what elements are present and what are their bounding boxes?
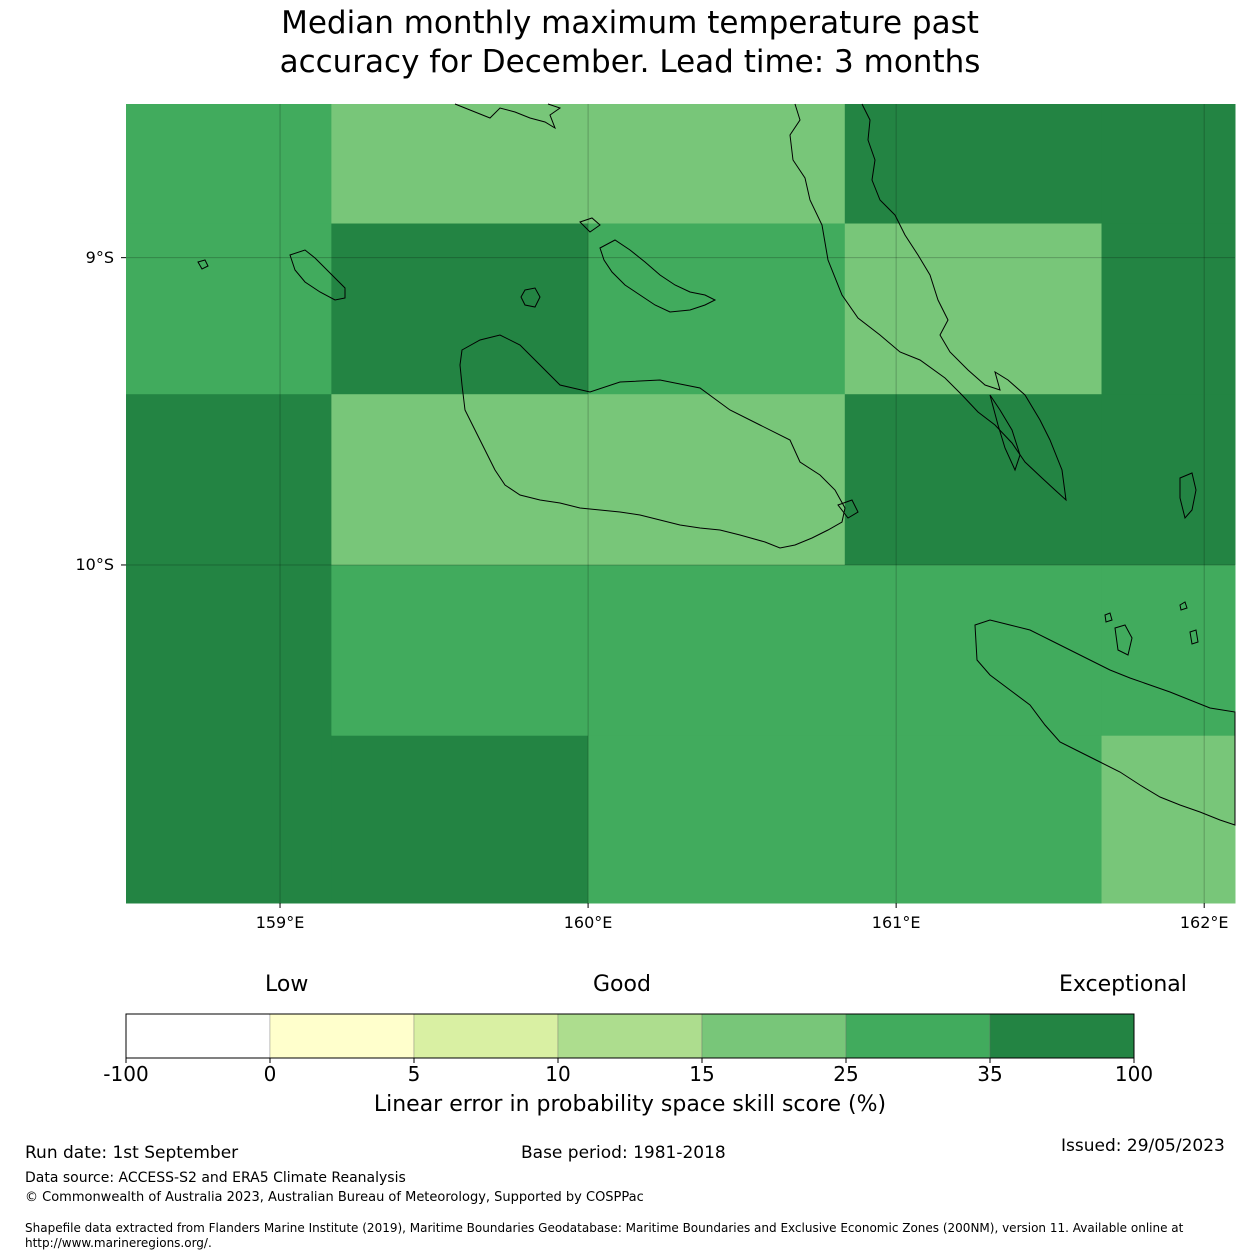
coastline-russell-islands [289,249,346,301]
grid-cell [844,223,1103,395]
category-low: Low [265,972,309,997]
grid-cell [1101,735,1236,904]
copyright: © Commonwealth of Australia 2023, Austra… [25,1190,644,1205]
colorbar-bin [701,1013,847,1059]
grid-cell [331,564,589,737]
grid-cell [331,735,589,904]
coastline-marau-islet [837,499,859,519]
grid-cell [1101,104,1236,225]
coastline-islet-se2 [1179,601,1188,611]
grid-cell [588,735,846,904]
run-date: Run date: 1st September [25,1143,239,1163]
grid-cell [1101,564,1236,737]
coastline-north-islet [579,217,601,233]
colorbar-frame [125,1013,1135,1059]
colorbar-bin [557,1013,703,1059]
colorbar-tick-label: -100 [103,1062,149,1086]
coastline-santa-isabel [789,103,1067,502]
colorbar-tick-label: 35 [977,1062,1003,1086]
grid-cell [588,104,846,225]
colorbar-label: Linear error in probability space skill … [373,1092,887,1117]
grid-cell [126,104,332,225]
grid-cell [331,104,589,225]
coastline-makira-islet [1114,624,1133,656]
coastline-makira [974,619,1236,826]
colorbar-tick-label: 15 [689,1062,715,1086]
coastline-islet-se3 [1189,629,1199,645]
category-good: Good [593,972,651,997]
title-line-2: accuracy for December. Lead time: 3 mont… [279,44,981,80]
coastline-florida-islands [599,239,717,313]
colorbar-tick-label: 25 [833,1062,859,1086]
grid-cell [844,394,1103,566]
grid-cell [1101,394,1236,566]
coastline-guadalcanal [459,334,846,549]
title-line-1: Median monthly maximum temperature past [281,5,979,41]
grid-cell [126,564,332,737]
grid-cell [588,564,846,737]
lat-tick-label: 10°S [75,554,114,574]
grid-cell [844,735,1103,904]
grid-cell [126,735,332,904]
grid-cell [126,394,332,566]
grid-cell [588,394,846,566]
shapefile-line-2: http://www.marineregions.org/. [25,1236,212,1250]
colorbar-bin [989,1013,1135,1059]
lat-tick-label: 9°S [85,247,114,267]
colorbar-tick-label: 10 [545,1062,571,1086]
category-exceptional: Exceptional [1059,972,1187,997]
colorbar-bin [845,1013,991,1059]
colorbar-bin [125,1013,271,1059]
longitude-ticks [279,903,1205,908]
coastline-islet-se1 [1104,612,1113,623]
issued-date: Issued: 29/05/2023 [1061,1136,1225,1156]
graticule [126,104,1235,903]
coastline-santa-isabel-tip [989,394,1021,472]
colorbar-tick-label: 100 [1114,1062,1154,1086]
coastline-savo [520,287,541,308]
grid-cell [126,223,332,395]
grid-cell [844,104,1103,225]
base-period: Base period: 1981-2018 [521,1143,726,1163]
skill-grid-cells [126,104,1236,904]
coastlines [197,103,1236,826]
data-source: Data source: ACCESS-S2 and ERA5 Climate … [25,1170,406,1186]
coastline-islet-east [1179,472,1197,520]
colorbar [125,1013,1135,1063]
colorbar-bin [413,1013,559,1059]
colorbar-tick-label: 0 [263,1062,277,1086]
shapefile-credit: Shapefile data extracted from Flanders M… [25,1221,1183,1251]
grid-cell [331,394,589,566]
shapefile-line-1: Shapefile data extracted from Flanders M… [25,1221,1184,1235]
lon-tick-label: 161°E [871,913,921,932]
lon-tick-label: 159°E [255,913,305,932]
grid-cell [588,223,846,395]
lon-tick-label: 160°E [563,913,613,932]
grid-cell [1101,223,1236,395]
map-title: Median monthly maximum temperature past … [0,4,1260,82]
coastline-islet-west [197,259,209,270]
colorbar-bin [269,1013,415,1059]
coastline-north-islands [454,103,562,130]
grid-cell [844,564,1103,737]
lon-tick-label: 162°E [1179,913,1229,932]
latitude-ticks [121,257,126,566]
colorbar-tick-label: 5 [407,1062,421,1086]
